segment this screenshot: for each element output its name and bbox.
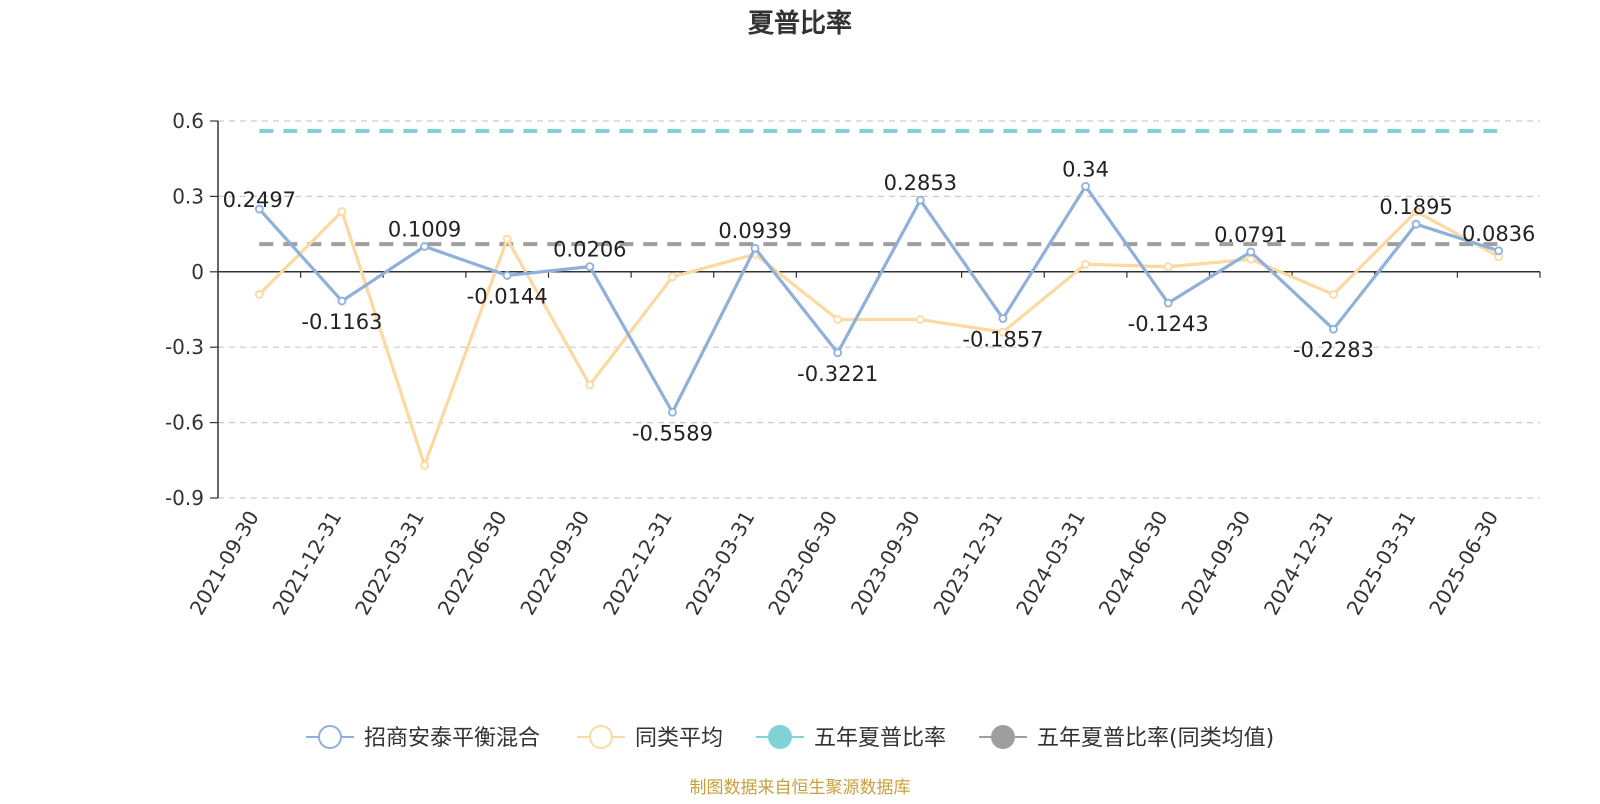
x-tick-label: 2025-06-30	[1424, 507, 1503, 620]
fund-data-label: 0.2497	[223, 188, 296, 212]
x-tick-label: 2023-12-31	[928, 507, 1007, 620]
fund-point	[1081, 181, 1090, 191]
peer-average-point	[833, 315, 843, 324]
x-tick-label: 2023-06-30	[763, 507, 842, 620]
peer-average-point	[420, 460, 429, 470]
legend-marker	[768, 725, 792, 749]
legend-label: 五年夏普比率(同类均值)	[1037, 726, 1274, 751]
fund-point	[1163, 298, 1173, 308]
fund-data-label: -0.1163	[301, 310, 382, 334]
legend-label: 五年夏普比率	[814, 726, 946, 751]
x-tick-label: 2025-03-31	[1341, 507, 1420, 620]
fund-point	[254, 204, 264, 214]
peer-average-point	[1163, 262, 1173, 272]
x-tick-label: 2021-12-31	[267, 507, 346, 620]
x-tick-label: 2023-03-31	[680, 507, 759, 620]
fund-data-label: -0.1243	[1128, 312, 1209, 336]
fund-data-label: 0.0791	[1214, 223, 1287, 247]
legend-five-year-sharpe-peer: 五年夏普比率(同类均值)	[979, 725, 1274, 751]
y-tick-label: 0	[191, 260, 204, 284]
peer-average-point	[668, 272, 677, 282]
series-lines	[254, 181, 1504, 470]
x-tick-label: 2022-03-31	[350, 507, 429, 620]
y-tick-label: -0.9	[165, 486, 204, 510]
y-tick-label: -0.6	[165, 411, 204, 435]
legend-marker	[318, 725, 342, 749]
grid-lines	[218, 120, 1540, 499]
fund-point	[585, 262, 595, 272]
fund-data-label: -0.2283	[1293, 338, 1374, 362]
fund-point	[1494, 246, 1504, 256]
fund-point	[998, 314, 1008, 323]
fund-data-label: -0.1857	[962, 327, 1043, 351]
x-tick-label: 2024-09-30	[1176, 507, 1255, 620]
fund-point	[750, 243, 760, 253]
x-tick-label: 2022-09-30	[515, 507, 594, 620]
fund-point	[915, 195, 925, 205]
fund-data-label: -0.0144	[467, 284, 548, 308]
fund-data-label: 0.0836	[1462, 222, 1535, 246]
fund-data-label: 0.0939	[718, 219, 791, 243]
peer-average-point	[1246, 254, 1256, 264]
y-tick-label: -0.3	[165, 335, 204, 359]
peer-average-point	[915, 315, 925, 324]
fund-line	[258, 184, 1500, 414]
x-tick-label: 2021-09-30	[185, 507, 264, 620]
fund-point	[1329, 324, 1338, 334]
fund-point	[668, 407, 677, 417]
fund-data-label: -0.3221	[797, 362, 878, 386]
legend-marker	[589, 725, 613, 749]
x-tick-label: 2024-06-30	[1094, 507, 1173, 620]
fund-data-label: -0.5589	[632, 421, 713, 445]
x-tick-label: 2023-09-30	[846, 507, 925, 620]
fund-data-label: 0.2853	[884, 171, 957, 195]
x-tick-label: 2022-06-30	[433, 507, 512, 620]
legend-label: 同类平均	[635, 726, 723, 751]
fund-data-label: 0.34	[1062, 157, 1109, 181]
x-tick-label: 2022-12-31	[598, 507, 677, 620]
chart-title: 夏普比率	[748, 8, 852, 39]
fund-point	[337, 296, 347, 306]
peer-average-point	[585, 380, 595, 390]
legend-label: 招商安泰平衡混合	[364, 726, 540, 751]
legend-peer-average: 同类平均	[577, 725, 723, 751]
x-tick-label: 2024-12-31	[1259, 507, 1338, 620]
legend-marker	[991, 725, 1015, 749]
fund-point	[502, 271, 512, 280]
fund-point	[1411, 219, 1421, 229]
peer-average-point	[1081, 259, 1090, 269]
peer-average-point	[1411, 207, 1421, 216]
peer-average-point	[254, 290, 264, 299]
y-tick-label: 0.6	[172, 109, 204, 133]
peer-average-point	[1329, 290, 1338, 299]
peer-average-point	[502, 234, 512, 244]
source-note: 制图数据来自恒生聚源数据库	[690, 778, 911, 798]
legend: 招商安泰平衡混合 同类平均 五年夏普比率 五年夏普比率(同类均值)	[306, 725, 1274, 751]
fund-point	[1246, 247, 1256, 257]
x-tick-label: 2024-03-31	[1011, 507, 1090, 620]
legend-five-year-sharpe: 五年夏普比率	[756, 725, 946, 751]
peer-average-point	[998, 327, 1008, 337]
y-tick-label: 0.3	[172, 184, 204, 208]
legend-fund: 招商安泰平衡混合	[306, 725, 540, 751]
fund-point	[420, 242, 429, 251]
fund-point	[833, 348, 843, 358]
peer-average-point	[337, 207, 347, 216]
reference-lines	[259, 129, 1499, 247]
fund-data-label: 0.1895	[1379, 195, 1452, 219]
fund-data-label: 0.1009	[388, 217, 461, 241]
fund-data-label: 0.0206	[553, 238, 626, 262]
peer-average-line	[258, 209, 1500, 467]
